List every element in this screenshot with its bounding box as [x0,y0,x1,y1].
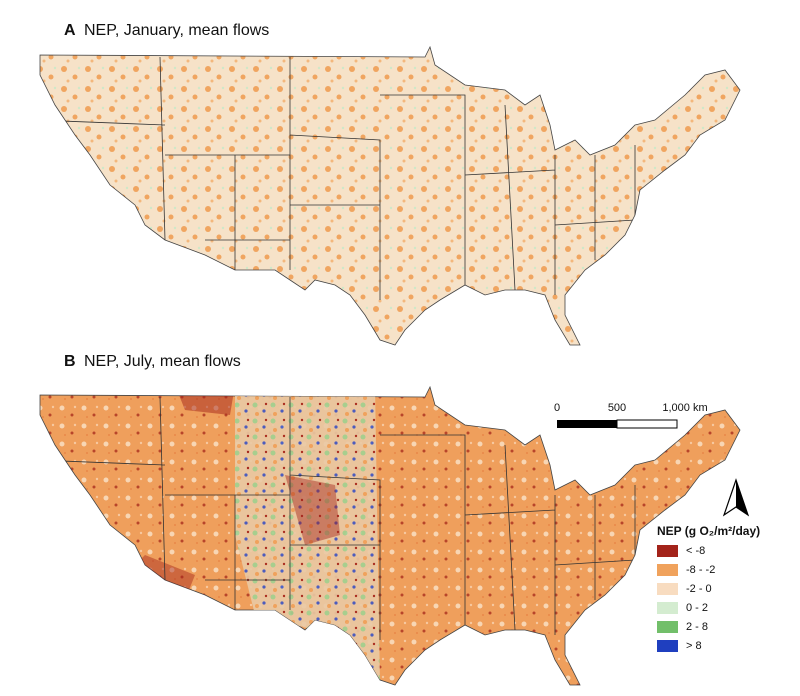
legend: NEP (g O₂/m²/day) < -8 -8 - -2 -2 - 0 0 - 2… [657,524,760,652]
legend-swatch [657,621,678,633]
legend-label: -2 - 0 [686,583,712,595]
panel-label: B [64,353,76,370]
legend-swatch [657,564,678,576]
north-arrow-half [736,480,748,515]
map-january [39,46,741,346]
legend-label: 0 - 2 [686,602,708,614]
legend-title: NEP (g O₂/m²/day) [657,524,760,538]
scale-bar: 0 500 1,000 km [554,402,708,429]
panel-title: NEP, January, mean flows [84,22,269,39]
legend-swatch [657,583,678,595]
legend-swatch [657,602,678,614]
legend-swatch [657,640,678,652]
scale-label: 500 [608,402,626,414]
scale-label: 1,000 km [662,402,707,414]
panel-title: NEP, July, mean flows [84,353,241,370]
legend-label: -8 - -2 [686,564,715,576]
scale-label: 0 [554,402,560,414]
panel-label: A [64,22,76,39]
map-july [39,386,741,686]
legend-swatch [657,545,678,557]
legend-label: > 8 [686,640,702,652]
legend-label: < -8 [686,545,705,557]
legend-label: 2 - 8 [686,621,708,633]
